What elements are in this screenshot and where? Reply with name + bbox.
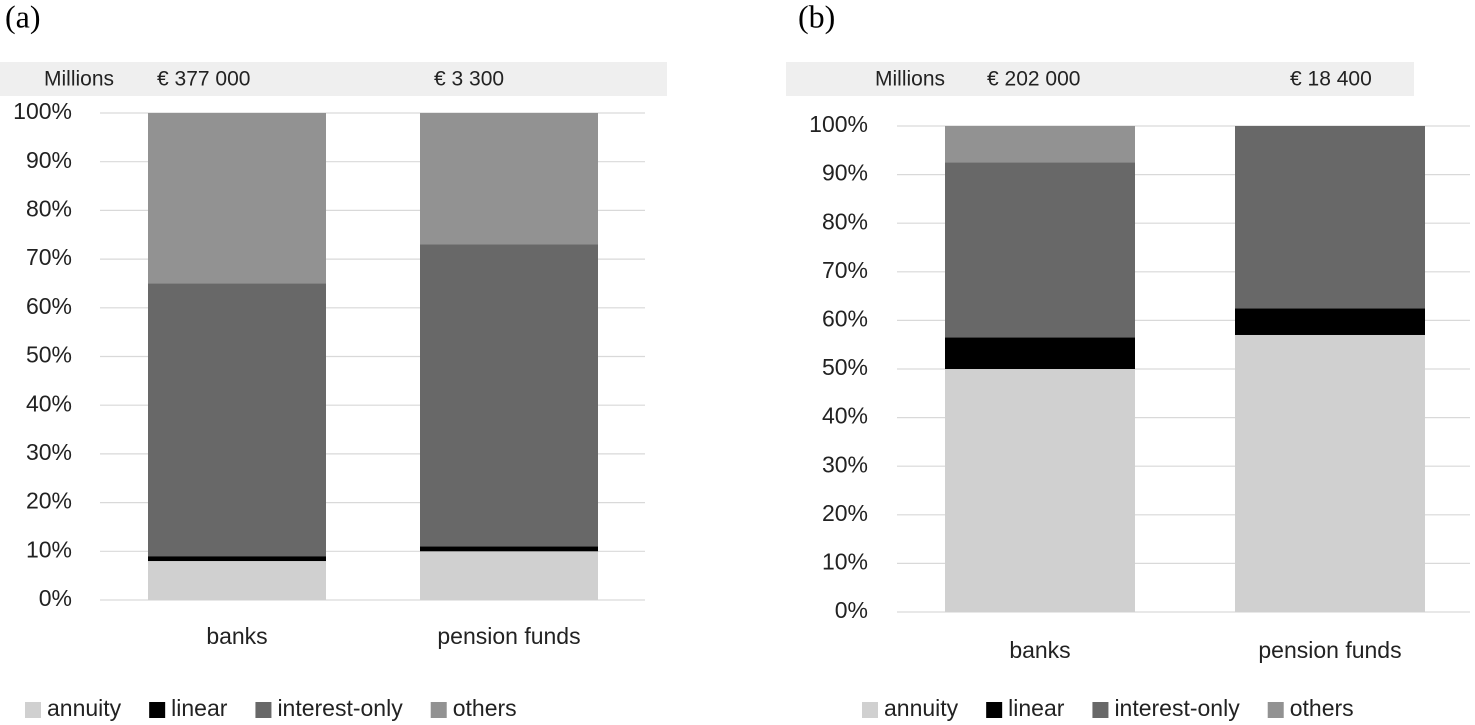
panel-label: (b) [798, 0, 835, 34]
y-tick-label: 80% [822, 208, 868, 234]
header-label: Millions [875, 68, 945, 91]
header-label: Millions [44, 68, 114, 91]
panel-label: (a) [5, 0, 41, 34]
y-tick-label: 30% [26, 439, 72, 465]
legend-label: annuity [47, 695, 122, 721]
legend-swatch [430, 702, 447, 718]
y-tick-label: 80% [26, 195, 72, 221]
y-tick-label: 60% [26, 293, 72, 319]
bar-segment [148, 561, 326, 600]
y-tick-label: 100% [13, 98, 72, 124]
x-tick-label: pension funds [1258, 637, 1401, 663]
y-tick-label: 50% [26, 342, 72, 368]
bar-segment [148, 556, 326, 562]
legend-label: interest-only [1114, 695, 1240, 721]
legend-swatch [1092, 702, 1109, 718]
y-tick-label: 60% [822, 305, 868, 331]
y-tick-label: 20% [26, 488, 72, 514]
bar-segment [148, 283, 326, 557]
bar-segment [1235, 126, 1425, 309]
legend-swatch [25, 702, 41, 718]
bar-segment [420, 113, 598, 245]
legend-swatch [862, 702, 878, 718]
legend-label: linear [1008, 695, 1065, 721]
header-value: € 202 000 [987, 68, 1080, 91]
legend-label: annuity [884, 695, 959, 721]
y-tick-label: 10% [26, 536, 72, 562]
bar-segment [1235, 308, 1425, 335]
header-value: € 18 400 [1290, 68, 1372, 91]
bar-segment [945, 162, 1135, 338]
y-tick-label: 40% [822, 403, 868, 429]
header-band [0, 62, 667, 96]
y-tick-label: 30% [822, 451, 868, 477]
legend-swatch [255, 702, 272, 718]
legend-swatch [149, 702, 166, 718]
legend-label: others [453, 695, 517, 721]
y-tick-label: 0% [39, 585, 72, 611]
legend-swatch [986, 702, 1003, 718]
bar-segment [945, 369, 1135, 612]
y-tick-label: 40% [26, 390, 72, 416]
legend-label: linear [171, 695, 228, 721]
y-tick-label: 70% [26, 244, 72, 270]
y-tick-label: 100% [809, 111, 868, 137]
header-band [786, 62, 1414, 96]
bar-segment [945, 126, 1135, 163]
y-tick-label: 20% [822, 500, 868, 526]
bar-segment [148, 113, 326, 284]
header-value: € 377 000 [157, 68, 250, 91]
header-value: € 3 300 [434, 68, 504, 91]
legend-label: interest-only [277, 695, 403, 721]
bar-segment [420, 551, 598, 600]
y-tick-label: 70% [822, 257, 868, 283]
bar-segment [1235, 334, 1425, 612]
bar-segment [420, 546, 598, 552]
bar-segment [420, 244, 598, 547]
legend-label: others [1290, 695, 1354, 721]
y-tick-label: 90% [822, 160, 868, 186]
x-tick-label: pension funds [437, 623, 580, 649]
y-tick-label: 50% [822, 354, 868, 380]
y-tick-label: 90% [26, 147, 72, 173]
y-tick-label: 10% [822, 548, 868, 574]
x-tick-label: banks [1009, 637, 1070, 663]
y-tick-label: 0% [835, 597, 868, 623]
x-tick-label: banks [206, 623, 267, 649]
bar-segment [945, 337, 1135, 369]
legend-swatch [1267, 702, 1284, 718]
